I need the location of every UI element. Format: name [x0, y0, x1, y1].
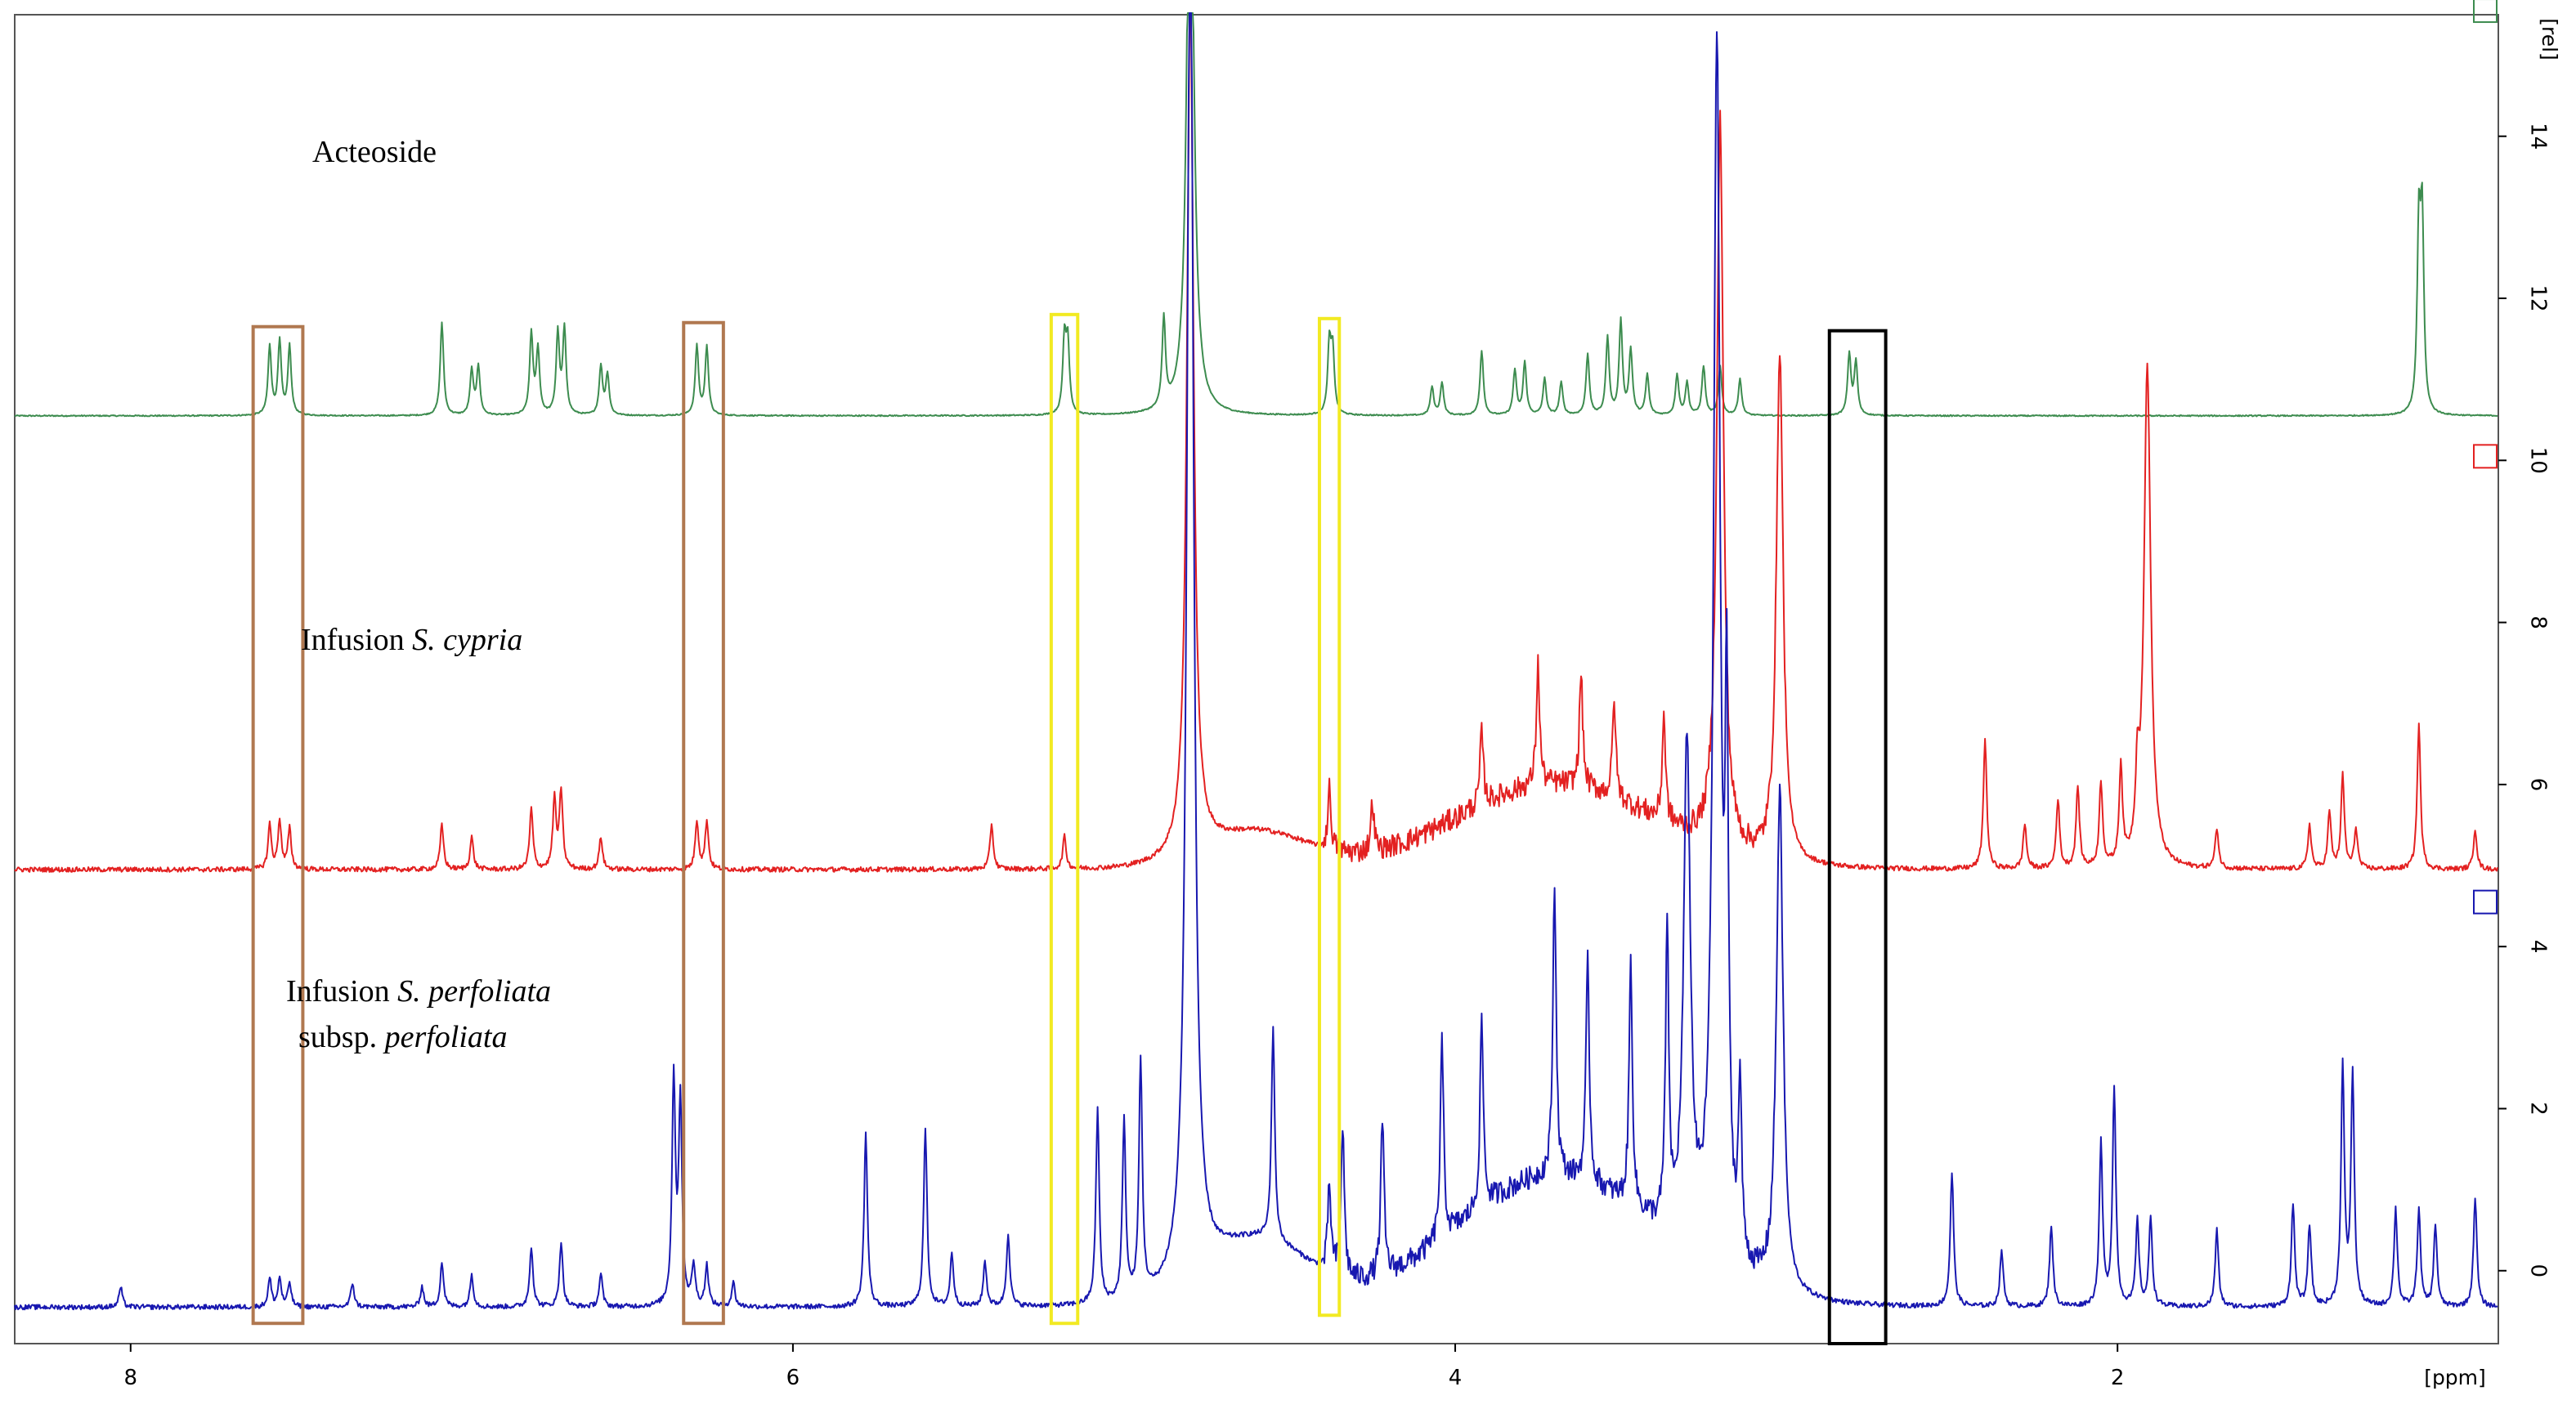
y-tick-label-8: 8	[2526, 615, 2551, 629]
spectrum-line-3	[14, 12, 2498, 1311]
y-tick-label-2: 2	[2526, 1102, 2551, 1116]
series-label-part: S. cypria	[412, 623, 522, 657]
annotation-box-2	[682, 320, 725, 1326]
y-tick-label-6: 6	[2526, 778, 2551, 792]
annotation-box-3	[1049, 312, 1080, 1326]
y-axis: 0 2 4 6 8 10 12 14	[2498, 123, 2551, 1277]
spectrum-line-1	[14, 12, 2498, 418]
series-label-3-line-1: Infusion S. perfoliata	[286, 974, 551, 1009]
annotation-box-4	[1317, 316, 1342, 1317]
series-label-part: Acteoside	[312, 135, 437, 169]
y-tick-label-4: 4	[2526, 940, 2551, 954]
series-marker-2	[2473, 444, 2498, 469]
series-label-part: Infusion	[286, 974, 397, 1009]
series-label-part: perfoliata	[383, 1020, 508, 1054]
series-layer	[14, 0, 2498, 1311]
series-label-part: Infusion	[301, 623, 412, 657]
x-axis-label: [ppm]	[2424, 1366, 2486, 1389]
series-label-2: Infusion S. cypria	[301, 623, 522, 657]
series-marker-1	[2473, 0, 2498, 24]
x-tick-label-8: 8	[123, 1366, 137, 1390]
y-tick-label-0: 0	[2526, 1264, 2551, 1277]
plot-frame	[14, 14, 2499, 1344]
annotation-box-5	[1827, 329, 1888, 1345]
y-tick-label-10: 10	[2526, 447, 2551, 474]
x-tick-label-6: 6	[786, 1366, 800, 1390]
series-marker-3	[2473, 889, 2498, 915]
series-label-3-line-2: subsp. perfoliata	[298, 1020, 507, 1054]
series-label-part: S. perfoliata	[397, 974, 551, 1009]
y-tick-label-14: 14	[2526, 123, 2551, 150]
y-axis-label: [rel]	[2538, 18, 2561, 60]
series-label-part: subsp.	[298, 1020, 385, 1054]
series-label-1: Acteoside	[312, 135, 437, 169]
x-axis: 8 6 4 2	[123, 1344, 2124, 1390]
x-tick-label-4: 4	[1449, 1366, 1463, 1390]
annotation-box-layer	[251, 312, 1888, 1345]
y-tick-label-12: 12	[2526, 284, 2551, 311]
annotation-box-1	[251, 324, 305, 1326]
x-tick-label-2: 2	[2111, 1366, 2125, 1390]
spectrum-line-2	[14, 12, 2498, 873]
